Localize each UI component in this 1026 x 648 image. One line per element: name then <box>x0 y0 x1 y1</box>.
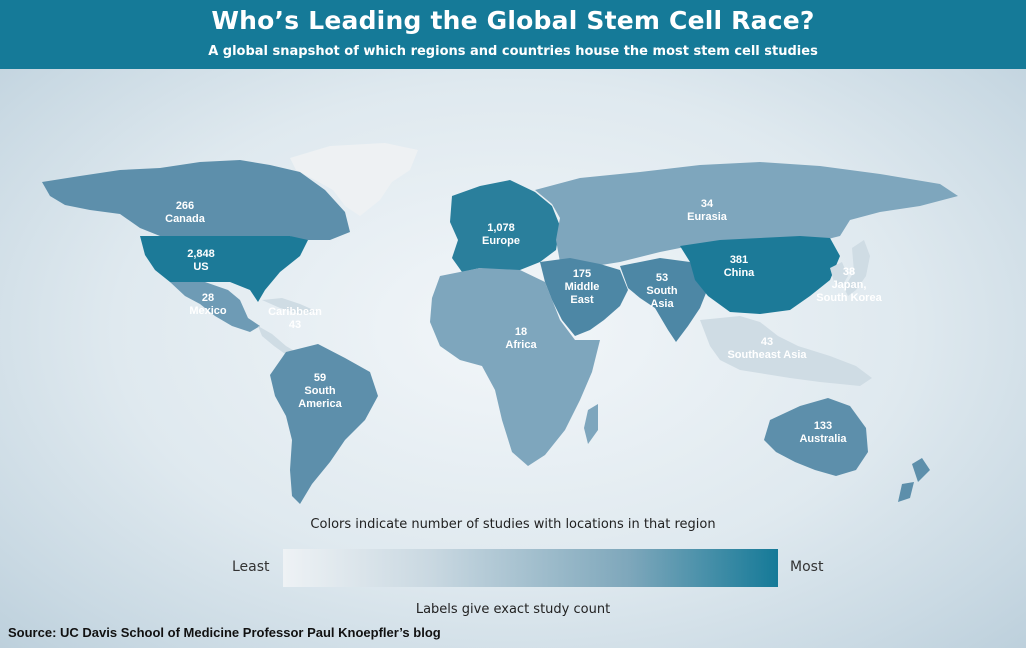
label-canada: 266 Canada <box>160 200 210 226</box>
label-japan-korea-name-2: South Korea <box>816 292 882 304</box>
label-europe-name: Europe <box>482 235 520 247</box>
region-canada[interactable] <box>42 160 350 240</box>
label-middle-east-name-1: Middle <box>564 281 600 293</box>
label-middle-east-name-2: East <box>570 294 594 306</box>
world-map <box>42 143 958 504</box>
label-australia-count: 133 <box>813 420 833 432</box>
label-southeast-asia-count: 43 <box>760 336 774 348</box>
legend-caption-bottom: Labels give exact study count <box>415 602 611 617</box>
label-south-america: 59 South America <box>290 372 350 411</box>
region-australia[interactable] <box>764 398 868 476</box>
label-south-asia-count: 53 <box>655 272 669 284</box>
label-europe-count: 1,078 <box>487 222 515 234</box>
label-australia: 133 Australia <box>790 420 856 446</box>
region-central-america <box>258 326 296 356</box>
legend-least-label: Least <box>232 559 270 575</box>
label-south-america-name-1: South <box>304 385 336 397</box>
label-mexico-count: 28 <box>201 292 215 304</box>
label-southeast-asia-name: Southeast Asia <box>727 349 807 361</box>
region-greenland <box>290 143 418 216</box>
label-china-name: China <box>723 267 755 279</box>
label-south-asia-name-2: Asia <box>650 298 674 310</box>
region-china[interactable] <box>680 236 840 314</box>
label-us-count: 2,848 <box>187 248 215 260</box>
label-mexico-name: Mexico <box>189 305 227 317</box>
label-europe: 1,078 Europe <box>476 222 526 248</box>
label-eurasia-name: Eurasia <box>687 211 727 223</box>
title-banner: Who’s Leading the Global Stem Cell Race?… <box>0 0 1026 69</box>
label-south-asia: 53 South Asia <box>638 272 686 311</box>
region-new-zealand <box>898 458 930 502</box>
source-credit: Source: UC Davis School of Medicine Prof… <box>8 625 441 640</box>
label-china: 381 China <box>714 254 764 280</box>
region-middle-east[interactable] <box>540 258 628 336</box>
label-south-america-count: 59 <box>313 372 327 384</box>
label-southeast-asia: 43 Southeast Asia <box>722 336 812 362</box>
label-south-asia-name-1: South <box>646 285 678 297</box>
region-europe[interactable] <box>450 180 560 272</box>
region-mexico[interactable] <box>170 282 260 332</box>
label-canada-name: Canada <box>165 213 205 225</box>
label-africa-count: 18 <box>514 326 528 338</box>
label-africa: 18 Africa <box>496 326 546 352</box>
region-japan-korea[interactable] <box>830 240 870 296</box>
region-madagascar <box>584 404 598 444</box>
label-africa-name: Africa <box>505 339 537 351</box>
region-south-america[interactable] <box>270 344 378 504</box>
page-title: Who’s Leading the Global Stem Cell Race? <box>211 6 815 35</box>
label-south-america-name-2: America <box>298 398 342 410</box>
region-caribbean[interactable] <box>262 298 318 314</box>
label-eurasia: 34 Eurasia <box>682 198 732 224</box>
label-japan-korea-name-1: Japan, <box>831 279 867 291</box>
label-japan-korea: 38 Japan, South Korea <box>812 266 886 305</box>
label-mexico: 28 Mexico <box>186 292 230 318</box>
region-eurasia[interactable] <box>535 162 958 266</box>
region-southeast-asia[interactable] <box>700 316 872 386</box>
label-japan-korea-count: 38 <box>842 266 856 278</box>
label-middle-east: 175 Middle East <box>558 268 606 307</box>
label-china-count: 381 <box>729 254 749 266</box>
label-caribbean-count: 43 <box>288 319 302 331</box>
page-subtitle: A global snapshot of which regions and c… <box>208 44 818 59</box>
label-middle-east-count: 175 <box>572 268 592 280</box>
label-us-name: US <box>193 261 209 273</box>
label-canada-count: 266 <box>175 200 195 212</box>
label-caribbean-name: Caribbean <box>268 306 322 318</box>
region-south-asia[interactable] <box>620 258 708 342</box>
legend-most-label: Most <box>790 559 824 575</box>
region-africa[interactable] <box>430 268 600 466</box>
label-caribbean: Caribbean 43 <box>264 306 326 332</box>
label-australia-name: Australia <box>799 433 847 445</box>
legend-color-scale <box>283 549 778 587</box>
label-eurasia-count: 34 <box>700 198 714 210</box>
legend-caption-top: Colors indicate number of studies with l… <box>310 517 716 532</box>
label-us: 2,848 US <box>176 248 226 274</box>
